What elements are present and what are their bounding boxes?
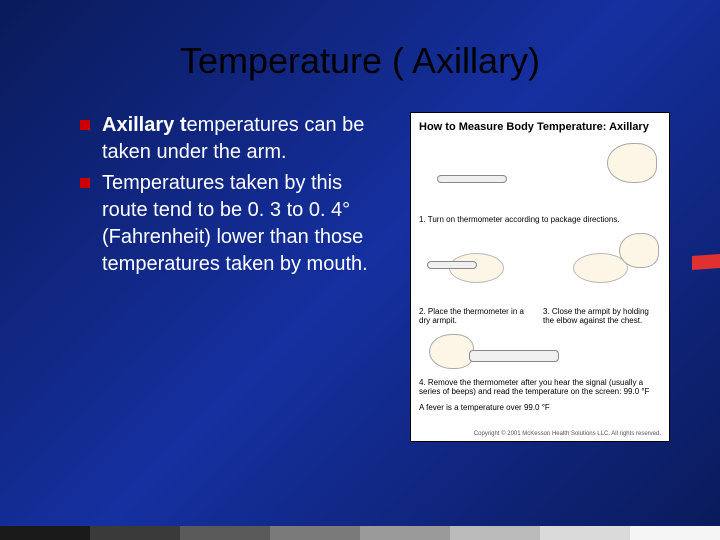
- strip-seg: [450, 526, 540, 540]
- image-column: How to Measure Body Temperature: Axillar…: [410, 112, 680, 442]
- bullet-text: Temperatures taken by this route tend to…: [102, 172, 368, 275]
- bottom-strip: [0, 526, 720, 540]
- step-row-3: 4. Remove the thermometer after you hear…: [419, 334, 661, 413]
- bullet-item: Temperatures taken by this route tend to…: [80, 170, 380, 278]
- bullet-list: Axillary temperatures can be taken under…: [80, 112, 380, 278]
- diagram-copyright: Copyright © 2001 McKesson Health Solutio…: [474, 431, 661, 437]
- fever-note: A fever is a temperature over 99.0 °F: [419, 403, 661, 413]
- red-accent: [692, 254, 720, 270]
- content-area: Axillary temperatures can be taken under…: [0, 112, 720, 442]
- step3-text: 3. Close the armpit by holding the elbow…: [543, 307, 661, 326]
- step3-cell: 3. Close the armpit by holding the elbow…: [543, 233, 661, 326]
- step3-illustration: [543, 233, 661, 303]
- strip-seg: [90, 526, 180, 540]
- step4-illustration: [419, 334, 661, 374]
- step4-text: 4. Remove the thermometer after you hear…: [419, 378, 661, 397]
- slide-title: Temperature ( Axillary): [0, 0, 720, 112]
- step4-cell: 4. Remove the thermometer after you hear…: [419, 334, 661, 413]
- strip-seg: [540, 526, 630, 540]
- step2-text: 2. Place the thermometer in a dry armpit…: [419, 307, 537, 326]
- step2-illustration: [419, 233, 537, 303]
- bullet-bold: Axillary t: [102, 114, 186, 136]
- strip-seg: [180, 526, 270, 540]
- text-column: Axillary temperatures can be taken under…: [80, 112, 380, 442]
- diagram-title: How to Measure Body Temperature: Axillar…: [419, 121, 661, 133]
- instruction-diagram: How to Measure Body Temperature: Axillar…: [410, 112, 670, 442]
- step-row-2: 2. Place the thermometer in a dry armpit…: [419, 233, 661, 326]
- step1-text: 1. Turn on thermometer according to pack…: [419, 215, 661, 225]
- strip-seg: [270, 526, 360, 540]
- step1-cell: 1. Turn on thermometer according to pack…: [419, 141, 661, 225]
- step-row-1: 1. Turn on thermometer according to pack…: [419, 141, 661, 225]
- strip-seg: [360, 526, 450, 540]
- strip-seg: [0, 526, 90, 540]
- step1-illustration: [419, 141, 661, 211]
- strip-seg: [630, 526, 720, 540]
- step2-cell: 2. Place the thermometer in a dry armpit…: [419, 233, 537, 326]
- bullet-item: Axillary temperatures can be taken under…: [80, 112, 380, 166]
